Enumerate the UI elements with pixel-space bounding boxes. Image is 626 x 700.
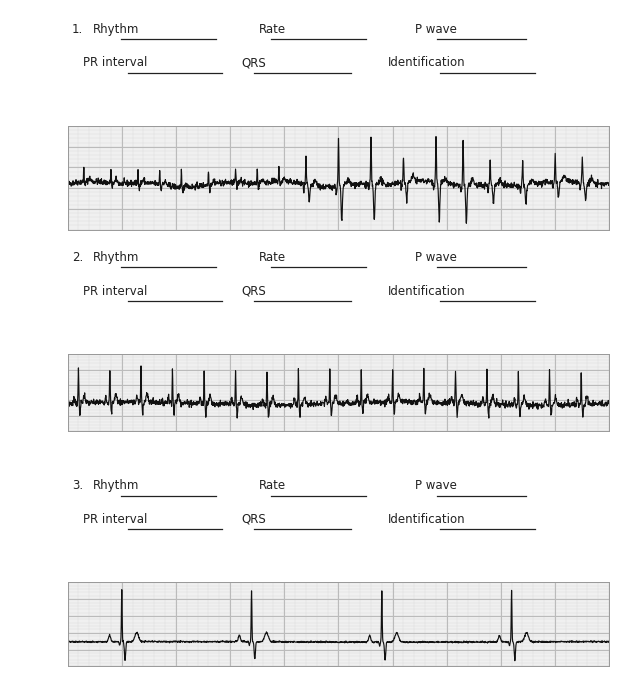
Text: Rhythm: Rhythm	[93, 480, 139, 492]
Text: PR interval: PR interval	[83, 285, 147, 298]
Text: Rate: Rate	[259, 23, 285, 36]
Text: QRS: QRS	[241, 513, 266, 526]
Text: QRS: QRS	[241, 57, 266, 69]
Text: P wave: P wave	[415, 480, 457, 492]
Text: Identification: Identification	[388, 285, 466, 298]
Text: PR interval: PR interval	[83, 513, 147, 526]
Text: PR interval: PR interval	[83, 57, 147, 69]
Text: Rhythm: Rhythm	[93, 251, 139, 264]
Text: 3.: 3.	[72, 480, 83, 492]
Text: Rate: Rate	[259, 480, 285, 492]
Text: QRS: QRS	[241, 285, 266, 298]
Text: P wave: P wave	[415, 251, 457, 264]
Text: 1.: 1.	[72, 23, 83, 36]
Text: P wave: P wave	[415, 23, 457, 36]
Text: 2.: 2.	[72, 251, 83, 264]
Text: Rate: Rate	[259, 251, 285, 264]
Text: Identification: Identification	[388, 57, 466, 69]
Text: Identification: Identification	[388, 513, 466, 526]
Text: Rhythm: Rhythm	[93, 23, 139, 36]
